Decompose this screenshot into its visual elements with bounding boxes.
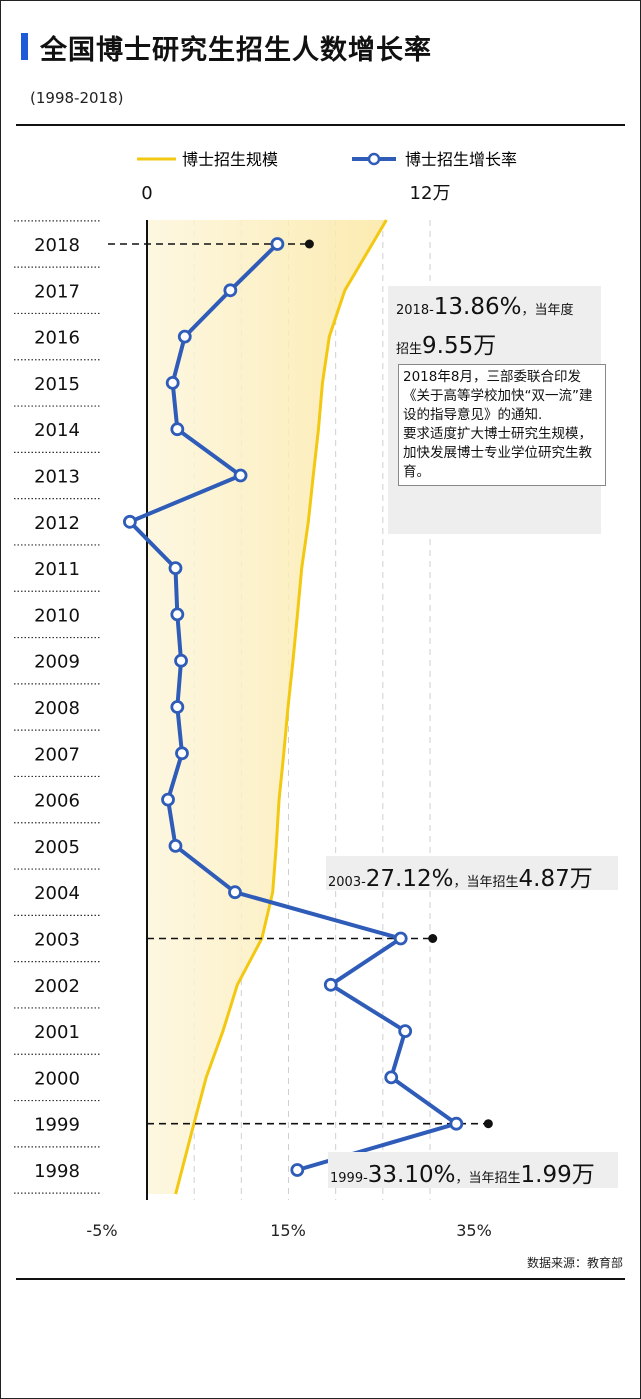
growth-point-2015 [165,375,180,390]
growth-point-2009 [174,653,188,668]
annotation-1999-mid: ，当年招生 [455,1171,521,1186]
growth-point-2011 [168,561,183,575]
year-label: 2010 [34,605,80,626]
growth-point-2001 [398,1024,413,1038]
annotation-2003-mid: ，当年招生 [453,875,519,890]
year-label: 2011 [34,559,80,580]
year-label: 2013 [34,467,80,488]
legend-growth-marker [367,152,381,166]
growth-point-2004 [228,885,242,900]
growth-point-2018 [270,237,285,251]
year-label: 2006 [34,791,80,812]
year-label: 2007 [34,744,80,765]
title-accent-bar [21,33,28,60]
year-label: 2004 [34,883,80,904]
growth-tick-label: 35% [456,1221,492,1240]
growth-point-2013 [233,468,248,483]
year-label: 2001 [34,1022,80,1043]
page-subtitle: (1998-2018) [30,89,124,107]
year-label: 2018 [34,235,80,256]
scale-line [174,219,388,1195]
annotation-1999-count: 1.99万 [520,1162,595,1188]
growth-point-2006 [161,792,175,807]
highlight-dot [304,239,314,249]
growth-point-1998 [290,1163,305,1177]
growth-point-2010 [170,607,185,622]
growth-point-2012 [122,514,137,529]
scale-tick-label: 0 [141,183,152,204]
scale-area [147,220,387,1194]
year-label: 2016 [34,328,80,349]
annotation-2018-pre: 招生 [396,342,423,357]
year-label: 2005 [34,837,80,858]
year-label: 2012 [34,513,80,534]
annotation-2003: 2003-27.12%，当年招生4.87万 [326,856,618,892]
annotation-2003-count: 4.87万 [518,866,593,892]
growth-point-2017 [223,283,238,298]
annotation-1999: 1999-33.10%，当年招生1.99万 [328,1152,618,1188]
growth-point-2007 [175,746,189,761]
annotation-2018-tail: ，当年度 [521,303,574,318]
annotation-1999-rate: 33.10% [367,1162,456,1188]
growth-point-2005 [168,839,183,853]
growth-tick-label: 15% [270,1221,306,1240]
year-label: 2015 [34,374,80,395]
scale-tick-label: 12万 [410,183,451,204]
legend-scale-label: 博士招生规模 [182,150,278,169]
year-label: 2017 [34,281,80,302]
growth-point-2008 [170,700,185,714]
highlight-dot [428,934,438,943]
year-label: 2009 [34,652,80,673]
growth-tick-label: -5% [86,1221,117,1240]
annotation-2018-rate: 13.86% [433,294,522,320]
top-divider [16,124,625,126]
year-label: 2008 [34,698,80,719]
growth-point-1999 [449,1116,464,1131]
year-label: 1999 [34,1115,80,1136]
growth-point-2003 [393,931,408,946]
annotation-2018-count: 9.55万 [422,333,497,359]
policy-note: 2018年8月，三部委联合印发《关于高等学校加快“双一流”建设的指导意见》的通知… [398,364,606,486]
year-label: 2014 [34,420,80,441]
year-label: 2000 [34,1068,80,1089]
growth-point-2016 [177,329,192,344]
year-label: 2002 [34,976,80,997]
growth-point-2014 [170,422,185,437]
annotation-2018-year: 2018- [396,303,434,318]
page-title: 全国博士研究生招生人数增长率 [40,35,432,66]
annotation-1999-year: 1999- [330,1171,368,1186]
growth-point-2002 [323,977,338,992]
highlight-dot [483,1119,493,1129]
bottom-divider [16,1278,625,1280]
annotation-2003-rate: 27.12% [365,866,454,892]
year-label: 1998 [34,1161,80,1182]
growth-point-2000 [384,1070,399,1085]
year-label: 2003 [34,930,80,951]
annotation-2003-year: 2003- [328,875,366,890]
legend-growth-label: 博士招生增长率 [405,150,517,169]
data-source: 数据来源：教育部 [526,1256,623,1270]
